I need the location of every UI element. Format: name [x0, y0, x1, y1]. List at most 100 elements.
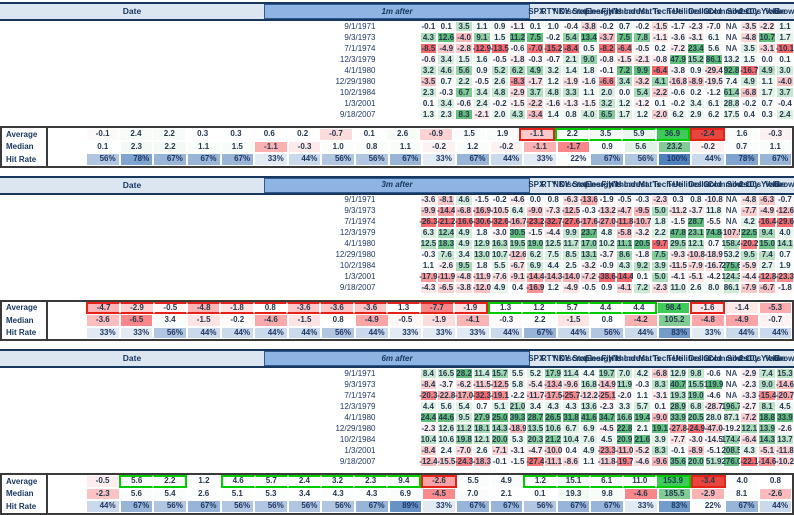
date-cell[interactable]: 12/29/1980: [0, 250, 382, 261]
hit_rate-cell[interactable]: 56%: [153, 500, 187, 513]
value-cell[interactable]: 19.0: [687, 390, 705, 401]
value-cell[interactable]: 276.0: [723, 456, 741, 467]
average-cell[interactable]: -4.8: [187, 302, 220, 315]
value-cell[interactable]: -18.3: [473, 456, 491, 467]
value-cell[interactable]: 0.7: [437, 76, 455, 87]
value-cell[interactable]: -15.5: [437, 456, 455, 467]
value-cell[interactable]: 5.5: [491, 261, 509, 272]
value-cell[interactable]: -2.0: [616, 390, 634, 401]
hit_rate-cell[interactable]: 67%: [590, 500, 624, 513]
value-cell[interactable]: -7.2: [669, 43, 687, 54]
hit_rate-cell[interactable]: 22%: [691, 500, 725, 513]
value-cell[interactable]: -0.3: [580, 206, 598, 217]
value-cell[interactable]: -4.9: [758, 206, 776, 217]
value-cell[interactable]: 4.9: [580, 445, 598, 456]
value-cell[interactable]: -22.1: [740, 456, 758, 467]
average-cell[interactable]: -3.6: [354, 302, 387, 315]
median-cell[interactable]: -2.3: [86, 488, 120, 501]
average-cell[interactable]: -3.4: [691, 475, 726, 488]
value-cell[interactable]: 4.3: [616, 261, 634, 272]
value-cell[interactable]: -1.1: [509, 21, 527, 32]
value-cell[interactable]: -5.5: [705, 217, 723, 228]
value-cell[interactable]: 20.5: [633, 239, 651, 250]
hit_rate-cell[interactable]: 33%: [86, 327, 120, 340]
value-cell[interactable]: 1.8: [473, 228, 491, 239]
value-cell[interactable]: 86.1: [723, 283, 741, 294]
value-cell[interactable]: -14.0: [562, 272, 580, 283]
hit_rate-cell[interactable]: 67%: [187, 500, 221, 513]
value-cell[interactable]: -3.7: [598, 32, 616, 43]
value-cell[interactable]: 7.5: [651, 250, 669, 261]
value-cell[interactable]: 4.9: [758, 65, 776, 76]
value-cell[interactable]: 7.5: [616, 32, 634, 43]
value-cell[interactable]: 2.5: [562, 261, 580, 272]
value-cell[interactable]: 1.8: [580, 65, 598, 76]
hit_rate-cell[interactable]: 56%: [355, 153, 389, 166]
median-cell[interactable]: 3.4: [288, 488, 322, 501]
value-cell[interactable]: -30.6: [473, 217, 491, 228]
average-cell[interactable]: 1.2: [522, 302, 555, 315]
value-cell[interactable]: -12.6: [509, 250, 527, 261]
median-cell[interactable]: 105.2: [658, 314, 692, 327]
value-cell[interactable]: -7.0: [455, 445, 473, 456]
median-cell[interactable]: 0.8: [321, 314, 355, 327]
value-cell[interactable]: -4.8: [740, 195, 758, 206]
value-cell[interactable]: -11.8: [776, 445, 794, 456]
value-cell[interactable]: 5.6: [705, 43, 723, 54]
value-cell[interactable]: 5.2: [526, 368, 544, 379]
average-cell[interactable]: 2.3: [354, 475, 387, 488]
average-cell[interactable]: 2.2: [153, 475, 187, 488]
value-cell[interactable]: -0.2: [491, 195, 509, 206]
hit_rate-cell[interactable]: 67%: [557, 500, 591, 513]
hit_rate-cell[interactable]: 33%: [422, 153, 456, 166]
value-cell[interactable]: -27.6: [562, 217, 580, 228]
median-cell[interactable]: 7.0: [456, 488, 490, 501]
value-cell[interactable]: 4.1: [651, 76, 669, 87]
value-cell[interactable]: -1.1: [651, 32, 669, 43]
average-cell[interactable]: -1.1: [519, 128, 554, 141]
value-cell[interactable]: 1.7: [776, 32, 794, 43]
median-cell[interactable]: -4.1: [456, 314, 490, 327]
date-cell[interactable]: 9/3/1973: [0, 379, 382, 390]
value-cell[interactable]: -6.7: [509, 261, 527, 272]
median-cell[interactable]: -1.1: [254, 141, 288, 154]
median-cell[interactable]: 5.4: [153, 488, 187, 501]
value-cell[interactable]: 3.4: [526, 401, 544, 412]
value-cell[interactable]: 12.5: [544, 239, 562, 250]
value-cell[interactable]: -9.6: [562, 379, 580, 390]
median-cell[interactable]: -1.5: [288, 314, 322, 327]
value-cell[interactable]: -13.5: [491, 43, 509, 54]
average-cell[interactable]: 6.1: [590, 475, 623, 488]
value-cell[interactable]: -11.9: [473, 272, 491, 283]
value-cell[interactable]: -29.4: [705, 65, 723, 76]
hit_rate-cell[interactable]: 78%: [725, 153, 759, 166]
date-cell[interactable]: 10/2/1984: [0, 261, 382, 272]
value-cell[interactable]: -12.5: [562, 206, 580, 217]
value-cell[interactable]: -10.5: [491, 206, 509, 217]
hit_rate-cell[interactable]: 33%: [691, 327, 725, 340]
value-cell[interactable]: 13.0: [473, 250, 491, 261]
value-cell[interactable]: 4.8: [598, 228, 616, 239]
value-cell[interactable]: 4.6: [437, 65, 455, 76]
value-cell[interactable]: 1.5: [455, 54, 473, 65]
value-cell[interactable]: 9.0: [580, 54, 598, 65]
average-cell[interactable]: -0.3: [759, 128, 792, 141]
date-cell[interactable]: 9/18/2007: [0, 109, 382, 120]
median-cell[interactable]: -1.5: [187, 314, 221, 327]
value-cell[interactable]: 21.2: [544, 434, 562, 445]
value-cell[interactable]: -12.9: [473, 43, 491, 54]
value-cell[interactable]: -3.2: [633, 76, 651, 87]
value-cell[interactable]: -3.5: [740, 21, 758, 32]
value-cell[interactable]: -8.4: [420, 445, 438, 456]
value-cell[interactable]: 3.3: [562, 87, 580, 98]
value-cell[interactable]: 1.1: [473, 21, 491, 32]
label-median[interactable]: Median: [2, 488, 48, 501]
value-cell[interactable]: -27.8: [669, 423, 687, 434]
value-cell[interactable]: 5.0: [651, 206, 669, 217]
value-cell[interactable]: -2.3: [651, 195, 669, 206]
value-cell[interactable]: 2.3: [420, 87, 438, 98]
value-cell[interactable]: -20.7: [776, 390, 794, 401]
value-cell[interactable]: -3.7: [437, 379, 455, 390]
value-cell[interactable]: 12.6: [437, 32, 455, 43]
value-cell[interactable]: -3.1: [509, 445, 527, 456]
